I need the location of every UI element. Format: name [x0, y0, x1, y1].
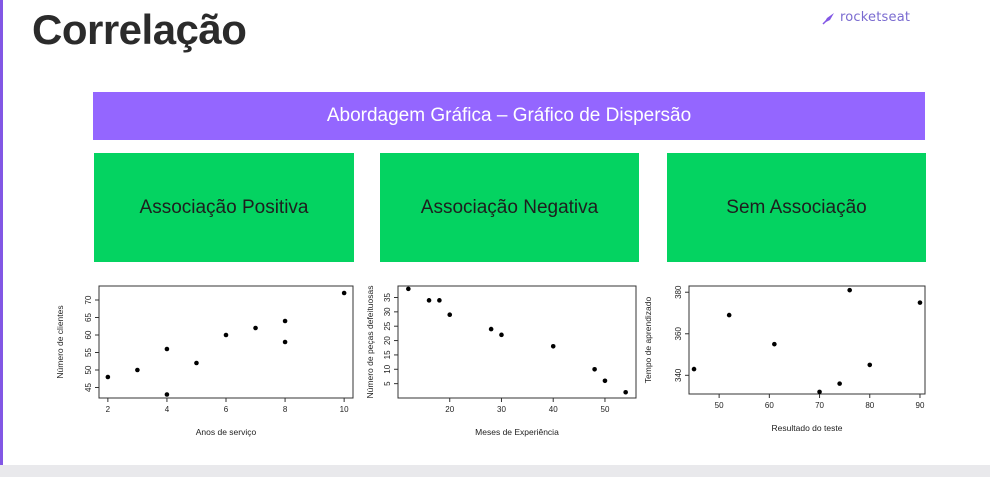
- chart0-ytick-label: 45: [84, 383, 93, 392]
- chart2-ytick-label: 360: [674, 327, 683, 341]
- chart2-xtick-label: 70: [815, 401, 824, 410]
- chart2-xtick-label: 90: [916, 401, 925, 410]
- no-association-label: Sem Associação: [726, 196, 867, 218]
- chart1-ytick-label: 30: [383, 307, 392, 316]
- scatter-positive: 2 4 6 8 10 45 50 55 60 65 70 Anos de serviço Número …: [55, 285, 354, 437]
- scatter-no-association: 50 60 70 80 90 340 360 380 Resultado do teste Tem…: [643, 285, 926, 433]
- chart1-point: [437, 298, 442, 303]
- negative-association-box: Associação Negativa: [380, 153, 639, 262]
- chart2-point: [817, 389, 822, 395]
- chart0-point: [164, 392, 170, 397]
- chart2-xtick-label: 50: [715, 401, 724, 410]
- chart0-xtick-label: 10: [340, 405, 349, 414]
- chart2-xtick-label: 80: [865, 401, 874, 410]
- logo-text: rocketseat: [840, 10, 911, 25]
- chart0-ytick-label: 50: [84, 365, 93, 374]
- chart1-point: [592, 366, 597, 372]
- chart0-xtick-label: 8: [283, 405, 288, 414]
- chart0-point: [223, 332, 229, 338]
- chart0-point: [282, 339, 288, 345]
- chart1-xlabel: Meses de Experiência: [475, 427, 559, 437]
- chart0-ytick-label: 65: [84, 313, 93, 322]
- chart2-point: [917, 300, 923, 305]
- chart1-point: [426, 298, 432, 303]
- chart0-ytick-label: 70: [84, 295, 93, 304]
- bottom-band: [0, 465, 990, 477]
- chart1-xtick-label: 30: [497, 405, 506, 414]
- chart2-point: [837, 381, 842, 386]
- chart2-point: [726, 312, 732, 318]
- rocket-icon: [822, 12, 834, 25]
- chart0-point: [135, 367, 140, 373]
- chart0-point: [253, 325, 258, 331]
- chart1-ylabel: Número de peças defeituosas: [365, 286, 375, 399]
- chart1-ytick-label: 10: [383, 364, 392, 373]
- chart0-point: [341, 290, 347, 296]
- chart1-xtick-label: 40: [549, 405, 558, 414]
- chart2-ylabel: Tempo de aprendizado: [643, 296, 653, 383]
- positive-association-box: Associação Positiva: [94, 153, 354, 262]
- chart0-xlabel: Anos de serviço: [196, 427, 257, 437]
- chart1-point: [602, 378, 608, 384]
- chart0-ylabel: Número de clientes: [55, 305, 65, 378]
- chart1-ytick-label: 5: [383, 381, 392, 386]
- chart0-point: [164, 346, 170, 352]
- chart1-xtick-label: 20: [445, 405, 454, 414]
- chart1-ytick-label: 25: [383, 321, 392, 330]
- chart1-point: [550, 344, 556, 349]
- left-accent-bar: [0, 0, 3, 477]
- chart2-point: [847, 287, 852, 293]
- rocketseat-logo: rocketseat: [822, 10, 910, 25]
- chart0-xtick-label: 2: [106, 405, 111, 414]
- chart1-point: [623, 389, 628, 395]
- chart0-xtick-label: 6: [224, 405, 229, 414]
- positive-association-label: Associação Positiva: [139, 196, 309, 218]
- chart0-frame: [98, 285, 354, 399]
- chart1-ytick-label: 35: [383, 292, 392, 301]
- chart0-point: [282, 318, 288, 324]
- chart2-ytick-label: 380: [674, 285, 683, 299]
- chart0-ytick-label: 60: [84, 330, 93, 339]
- chart1-point: [406, 286, 411, 292]
- chart2-xtick-label: 60: [765, 401, 774, 410]
- chart0-point: [105, 374, 111, 380]
- section-banner: Abordagem Gráfica – Gráfico de Dispersão: [93, 92, 925, 140]
- chart1-point: [488, 326, 494, 332]
- chart2-point: [867, 362, 873, 368]
- banner-text: Abordagem Gráfica – Gráfico de Dispersão: [326, 105, 692, 126]
- no-association-box: Sem Associação: [667, 153, 926, 262]
- chart2-point: [691, 366, 697, 372]
- chart2-frame: [688, 285, 926, 395]
- chart1-frame: [397, 285, 637, 399]
- chart1-point: [447, 312, 453, 318]
- negative-association-label: Associação Negativa: [420, 196, 599, 218]
- chart1-ytick-label: 20: [383, 336, 392, 345]
- chart2-xlabel: Resultado do teste: [772, 423, 843, 433]
- chart1-ytick-label: 15: [383, 350, 392, 359]
- chart0-point: [194, 360, 199, 366]
- chart1-point: [499, 332, 504, 338]
- chart2-ytick-label: 340: [674, 368, 683, 382]
- scatter-negative: 20 30 40 50 5 10 15 20 25 30 35 Meses de Experiênci…: [365, 285, 637, 437]
- chart0-ytick-label: 55: [84, 348, 93, 357]
- slide-title: Correlação: [32, 6, 247, 53]
- chart2-point: [772, 341, 777, 347]
- chart0-xtick-label: 4: [165, 405, 170, 414]
- chart1-xtick-label: 50: [601, 405, 610, 414]
